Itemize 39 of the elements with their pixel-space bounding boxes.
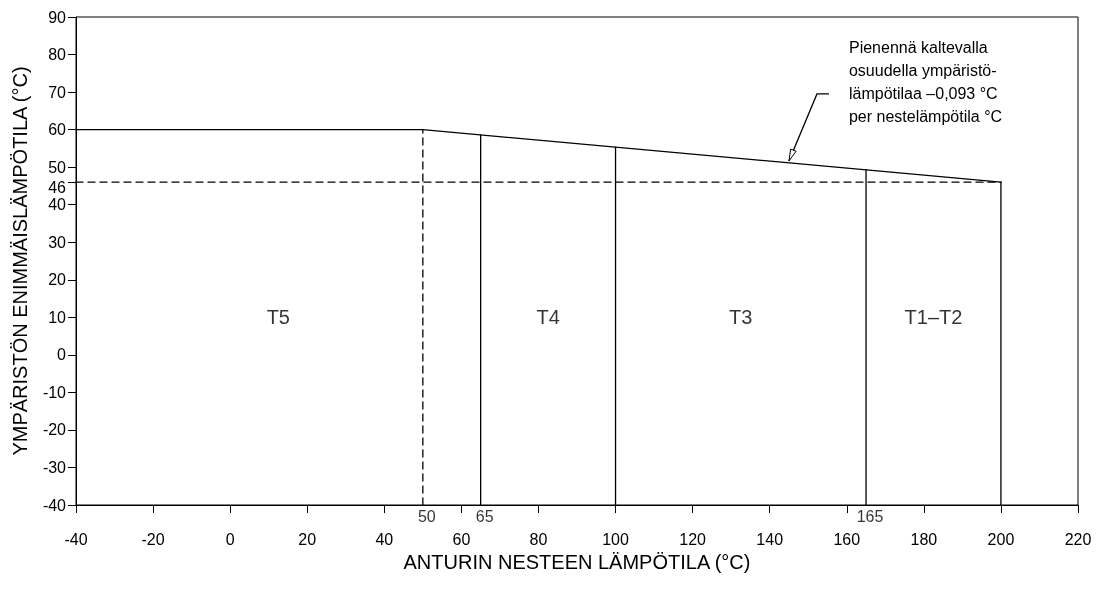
x-tick-label: 160 <box>833 530 861 548</box>
x-axis-title: ANTURIN NESTEEN LÄMPÖTILA (°C) <box>403 550 751 573</box>
y-tick-label: 20 <box>48 271 67 289</box>
annotation: T4 <box>536 306 560 329</box>
y-tick-label: 0 <box>57 346 67 364</box>
x-tick-label: -40 <box>64 530 88 548</box>
x-tick-label: 60 <box>452 530 471 548</box>
x-tick-label: 140 <box>756 530 784 548</box>
x-tick-label: 220 <box>1064 530 1092 548</box>
annotation: 165 <box>856 507 884 525</box>
y-tick-label: 40 <box>48 196 67 214</box>
x-tick-label: 200 <box>987 530 1015 548</box>
annotation: T5 <box>266 306 290 329</box>
y-tick-label: 46 <box>48 178 67 196</box>
y-tick-label: -40 <box>42 496 67 514</box>
x-tick-label: 20 <box>298 530 317 548</box>
annotation: 65 <box>475 507 494 525</box>
x-tick-label: 180 <box>910 530 938 548</box>
y-tick-label: 80 <box>48 46 67 64</box>
y-tick-label: -20 <box>42 421 67 439</box>
y-tick-label: 70 <box>48 83 67 101</box>
y-tick-label: 60 <box>48 121 67 139</box>
annotation: Pienennä kaltevalla osuudella ympäristö- lämpötilaa –0,093 °C per nestelämpötila °C <box>848 37 1003 127</box>
y-tick-label: 10 <box>48 308 67 326</box>
y-tick-label: 90 <box>48 8 67 26</box>
y-tick-label: -10 <box>42 383 67 401</box>
annotation: T1–T2 <box>904 306 963 329</box>
x-tick-label: -20 <box>141 530 165 548</box>
x-tick-label: 100 <box>602 530 629 548</box>
annotation: T3 <box>729 306 753 329</box>
x-tick-label: 40 <box>375 530 394 548</box>
y-tick-label: -30 <box>42 458 67 476</box>
annotation: 50 <box>417 507 436 525</box>
x-tick-label: 0 <box>225 530 235 548</box>
y-tick-label: 30 <box>48 233 67 251</box>
x-tick-label: 80 <box>529 530 548 548</box>
y-tick-label: 50 <box>48 158 67 176</box>
y-axis-title: YMPÄRISTÖN ENIMMÄISLÄMPÖTILA (°C) <box>9 66 31 456</box>
x-tick-label: 120 <box>679 530 707 548</box>
